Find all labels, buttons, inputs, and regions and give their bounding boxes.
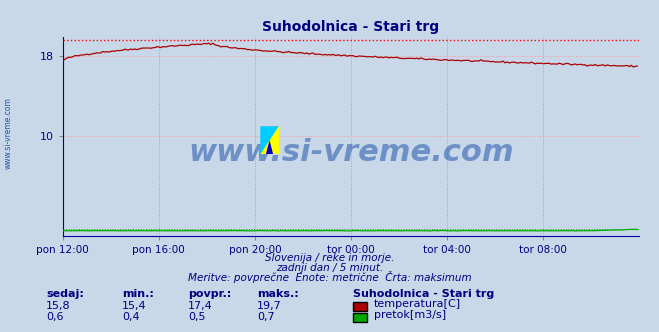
Text: www.si-vreme.com: www.si-vreme.com bbox=[188, 137, 514, 167]
Text: www.si-vreme.com: www.si-vreme.com bbox=[4, 97, 13, 169]
Text: maks.:: maks.: bbox=[257, 289, 299, 299]
Text: 0,4: 0,4 bbox=[122, 312, 140, 322]
Polygon shape bbox=[266, 140, 273, 154]
Text: temperatura[C]: temperatura[C] bbox=[374, 299, 461, 309]
Polygon shape bbox=[260, 126, 279, 154]
Text: pretok[m3/s]: pretok[m3/s] bbox=[374, 310, 445, 320]
Title: Suhodolnica - Stari trg: Suhodolnica - Stari trg bbox=[262, 20, 440, 34]
Text: 15,8: 15,8 bbox=[46, 301, 71, 311]
Text: Meritve: povprečne  Enote: metrične  Črta: maksimum: Meritve: povprečne Enote: metrične Črta:… bbox=[188, 271, 471, 283]
Text: Slovenija / reke in morje.: Slovenija / reke in morje. bbox=[265, 253, 394, 263]
Text: 19,7: 19,7 bbox=[257, 301, 282, 311]
Text: 0,7: 0,7 bbox=[257, 312, 275, 322]
Text: zadnji dan / 5 minut.: zadnji dan / 5 minut. bbox=[276, 263, 383, 273]
Text: povpr.:: povpr.: bbox=[188, 289, 231, 299]
Text: Suhodolnica - Stari trg: Suhodolnica - Stari trg bbox=[353, 289, 494, 299]
Text: 0,5: 0,5 bbox=[188, 312, 206, 322]
Text: 15,4: 15,4 bbox=[122, 301, 146, 311]
Text: 0,6: 0,6 bbox=[46, 312, 64, 322]
Polygon shape bbox=[260, 126, 279, 154]
Text: min.:: min.: bbox=[122, 289, 154, 299]
Text: sedaj:: sedaj: bbox=[46, 289, 84, 299]
Text: 17,4: 17,4 bbox=[188, 301, 213, 311]
